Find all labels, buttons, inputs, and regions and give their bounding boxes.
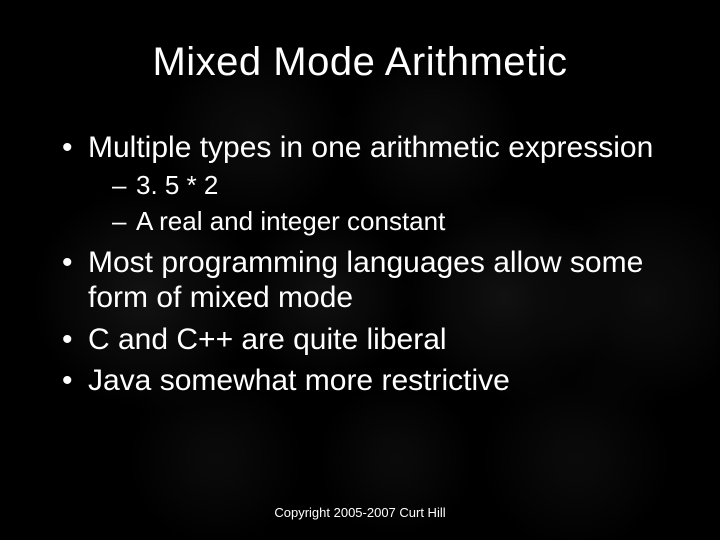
bullet-text: C and C++ are quite liberal	[88, 323, 447, 356]
slide-body: Multiple types in one arithmetic express…	[60, 130, 670, 405]
bullet-text: Most programming languages allow some fo…	[88, 246, 643, 314]
sub-bullet-list: 3. 5 * 2 A real and integer constant	[88, 169, 670, 239]
copyright-footer: Copyright 2005-2007 Curt Hill	[0, 505, 720, 520]
sub-bullet-text: A real and integer constant	[136, 206, 445, 236]
bullet-list: Multiple types in one arithmetic express…	[60, 130, 670, 399]
bullet-item: Most programming languages allow some fo…	[60, 245, 670, 316]
bullet-item: Java somewhat more restrictive	[60, 363, 670, 398]
bullet-text: Java somewhat more restrictive	[88, 364, 510, 397]
slide-content: Mixed Mode Arithmetic Multiple types in …	[0, 0, 720, 540]
slide: Mixed Mode Arithmetic Multiple types in …	[0, 0, 720, 540]
bullet-text: Multiple types in one arithmetic express…	[88, 131, 653, 164]
sub-bullet-text: 3. 5 * 2	[136, 170, 218, 200]
sub-bullet-item: 3. 5 * 2	[112, 169, 670, 203]
sub-bullet-item: A real and integer constant	[112, 205, 670, 239]
bullet-item: Multiple types in one arithmetic express…	[60, 130, 670, 239]
bullet-item: C and C++ are quite liberal	[60, 322, 670, 357]
slide-title: Mixed Mode Arithmetic	[0, 40, 720, 85]
